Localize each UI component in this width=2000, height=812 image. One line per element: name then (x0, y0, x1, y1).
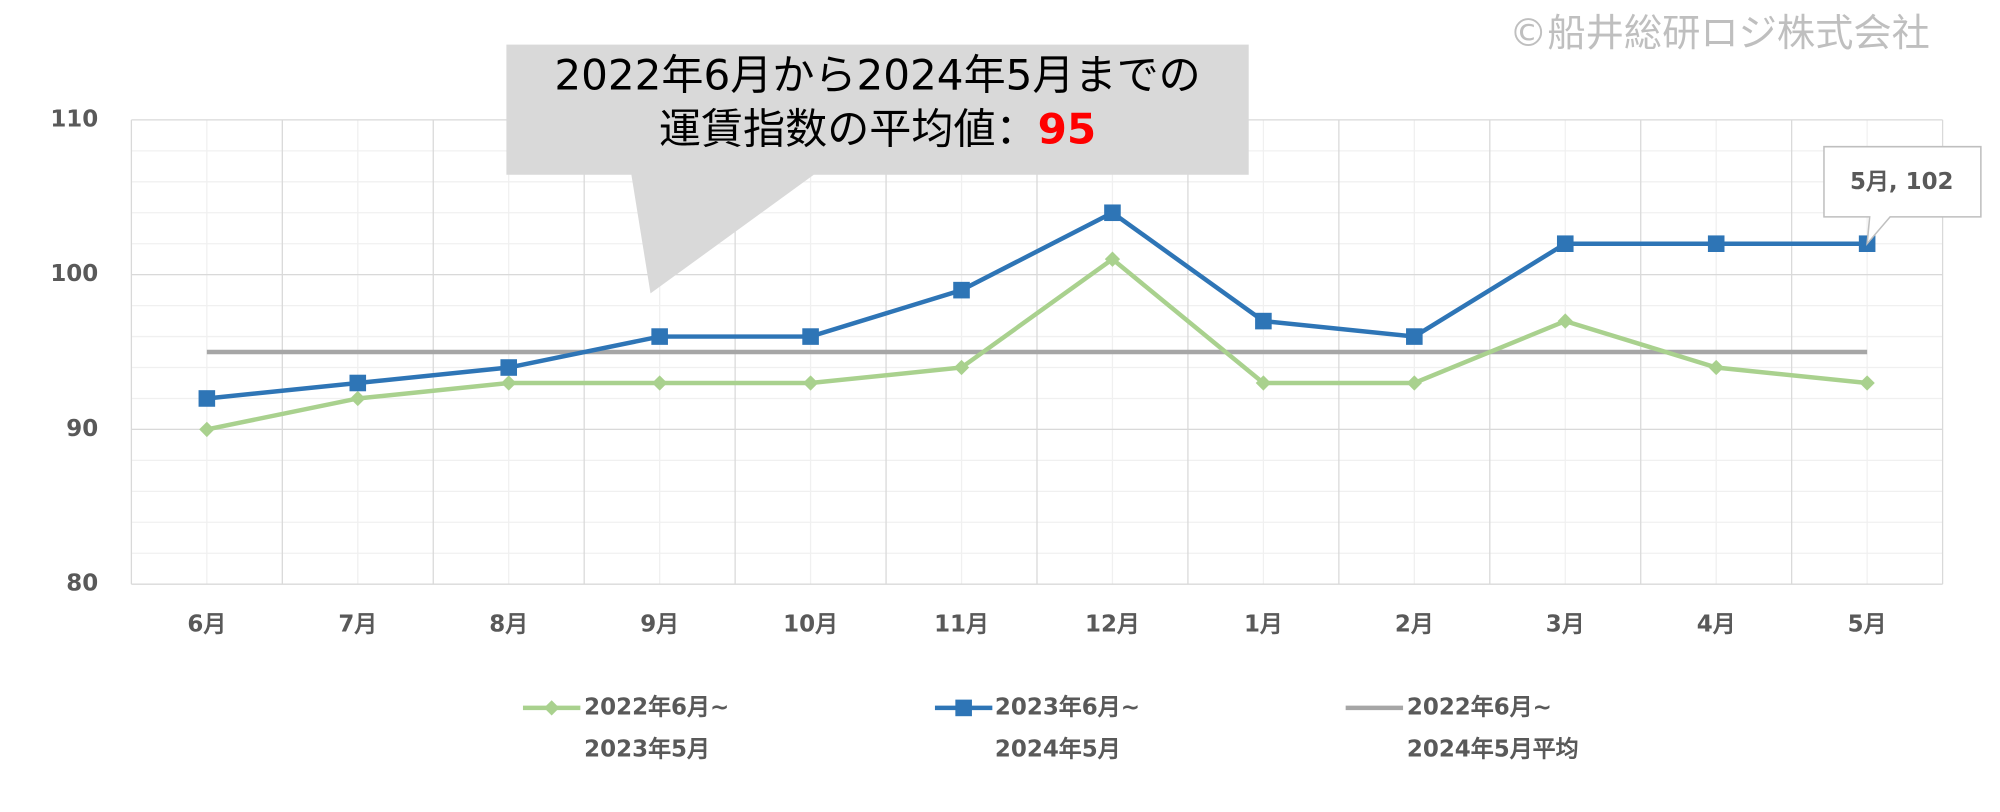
legend-label: 2022年6月~ 2024年5月平均 (1406, 693, 1579, 763)
marker (198, 390, 216, 407)
x-tick-label: 8月 (489, 611, 528, 637)
marker (802, 328, 819, 345)
series-line (206, 210, 1868, 401)
marker (1557, 313, 1573, 329)
annotation-prefix: 運賃指数の平均値： (659, 104, 1038, 153)
y-tick-label: 100 (50, 261, 98, 287)
x-tick-label: 10月 (783, 611, 838, 637)
marker (1406, 375, 1422, 391)
marker (802, 375, 819, 391)
legend-label: 2023年6月~ 2024年5月 (994, 693, 1140, 763)
marker (501, 375, 517, 391)
marker (1255, 312, 1272, 330)
x-tick-label: 7月 (338, 611, 377, 637)
x-tick-label: 3月 (1546, 611, 1585, 637)
x-tick-label: 9月 (640, 611, 679, 637)
annotation-value: 95 (1038, 104, 1097, 153)
marker (651, 375, 668, 391)
copyright: ©船井総研ロジ株式会社 (1509, 11, 1930, 56)
marker (199, 421, 215, 438)
marker (1708, 359, 1724, 376)
marker (1406, 328, 1423, 345)
marker (1255, 375, 1272, 391)
data-label: 5月, 102 (1850, 169, 1953, 195)
legend-label: 2022年6月~ 2023年5月 (584, 693, 730, 763)
marker (349, 374, 367, 392)
marker (1859, 375, 1875, 391)
marker (500, 359, 518, 376)
x-tick-label: 11月 (934, 611, 989, 637)
x-tick-label: 2月 (1395, 611, 1434, 637)
marker (1104, 251, 1121, 267)
x-tick-label: 6月 (187, 611, 226, 637)
legend-marker (544, 700, 560, 716)
series-line (206, 256, 1868, 432)
annotation-box (506, 44, 1249, 294)
marker (1104, 204, 1121, 222)
data-label-box (1823, 145, 1982, 247)
marker (651, 328, 668, 345)
x-tick-label: 4月 (1697, 611, 1736, 637)
marker (953, 281, 970, 299)
marker (1707, 235, 1725, 252)
marker (953, 359, 970, 376)
annotation-text: 2022年6月から2024年5月までの (554, 50, 1200, 99)
marker (1556, 235, 1574, 252)
annotation-text: 運賃指数の平均値：95 (659, 104, 1096, 153)
y-tick-label: 80 (66, 571, 98, 597)
legend-marker (955, 699, 972, 717)
y-tick-label: 110 (50, 106, 98, 132)
x-tick-label: 12月 (1085, 611, 1140, 637)
x-tick-label: 1月 (1244, 611, 1283, 637)
x-tick-label: 5月 (1848, 611, 1887, 637)
y-tick-label: 90 (66, 416, 98, 442)
marker (350, 390, 366, 407)
